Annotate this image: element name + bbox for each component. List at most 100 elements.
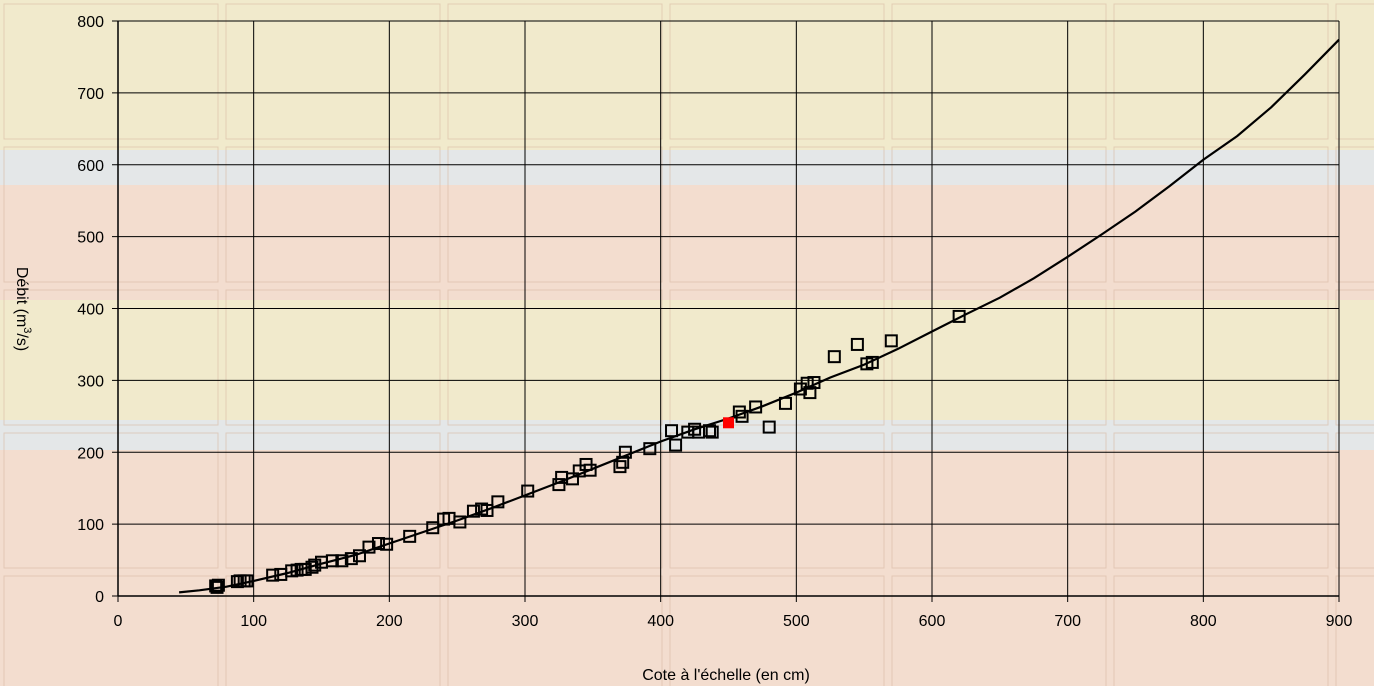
data-point	[665, 424, 679, 438]
map-tile	[3, 146, 219, 283]
map-tile	[1335, 3, 1374, 140]
x-tick-label: 900	[1326, 613, 1353, 630]
data-point	[552, 478, 566, 492]
data-point	[565, 472, 579, 486]
map-tile	[1335, 289, 1374, 426]
map-tile	[669, 575, 885, 686]
data-point	[613, 460, 627, 474]
map-tile	[225, 575, 441, 686]
data-point	[371, 537, 385, 551]
data-point	[426, 521, 440, 535]
data-point	[643, 442, 657, 456]
y-axis-label-unit: /s)	[13, 333, 30, 351]
map-tile	[447, 146, 663, 283]
data-point	[480, 503, 494, 517]
y-tick-label: 200	[77, 445, 104, 462]
map-tile	[891, 3, 1107, 140]
data-point	[453, 515, 467, 529]
data-point	[800, 376, 814, 390]
map-tile	[891, 146, 1107, 283]
x-tick-label: 200	[376, 613, 403, 630]
data-point	[380, 537, 394, 551]
data-point	[325, 554, 339, 568]
map-tile	[225, 146, 441, 283]
data-point	[266, 568, 280, 582]
x-tick-label: 400	[647, 613, 674, 630]
data-point	[466, 504, 480, 518]
data-point	[669, 438, 683, 452]
data-point	[778, 396, 792, 410]
background-band	[0, 300, 1374, 420]
map-tile	[891, 432, 1107, 569]
map-tile	[225, 289, 441, 426]
map-tile	[1113, 289, 1329, 426]
data-point	[827, 350, 841, 364]
map-tile	[891, 575, 1107, 686]
data-point	[618, 445, 632, 459]
data-point	[344, 552, 358, 566]
y-tick-label: 700	[77, 86, 104, 103]
map-tile	[891, 289, 1107, 426]
map-tile	[1113, 432, 1329, 569]
data-point	[521, 484, 535, 498]
data-point	[362, 540, 376, 554]
y-tick-label: 800	[77, 14, 104, 31]
y-tick-label: 400	[77, 302, 104, 319]
map-tile	[1335, 432, 1374, 569]
map-tile	[1113, 3, 1329, 140]
map-tile	[3, 432, 219, 569]
data-point	[210, 580, 224, 594]
data-point	[308, 558, 322, 572]
x-tick-label: 500	[783, 613, 810, 630]
data-point	[352, 549, 366, 563]
x-tick-label: 800	[1190, 613, 1217, 630]
map-tile	[669, 289, 885, 426]
y-tick-label: 0	[95, 589, 104, 606]
data-point	[850, 337, 864, 351]
highlighted-point	[723, 417, 734, 429]
y-tick-label: 600	[77, 158, 104, 175]
data-point	[298, 562, 312, 576]
x-tick-label: 600	[919, 613, 946, 630]
map-tile	[225, 432, 441, 569]
data-point	[732, 405, 746, 419]
x-tick-labels: 0 100 200 300 400 500 600 700 800 900	[114, 613, 1353, 630]
data-point	[491, 495, 505, 509]
map-tile	[447, 432, 663, 569]
data-point	[240, 574, 254, 588]
x-axis-label: Cote à l'échelle (en cm)	[642, 667, 810, 684]
y-tick-labels: 0 100 200 300 400 500 600 700 800	[77, 14, 104, 606]
x-tick-label: 700	[1054, 613, 1081, 630]
data-point	[762, 420, 776, 434]
background-band	[0, 0, 1374, 150]
y-axis-label-superscript: 3	[21, 327, 33, 333]
data-point	[211, 578, 225, 592]
data-point	[583, 463, 597, 477]
map-tile	[3, 3, 219, 140]
data-point	[688, 422, 702, 436]
map-tile	[669, 3, 885, 140]
map-tile	[447, 289, 663, 426]
map-tile	[1113, 575, 1329, 686]
data-point	[884, 334, 898, 348]
data-point	[952, 309, 966, 323]
map-tile	[1335, 575, 1374, 686]
data-point	[865, 355, 879, 369]
data-point	[705, 425, 719, 439]
background-band	[0, 185, 1374, 300]
data-point	[749, 400, 763, 414]
map-tile	[669, 146, 885, 283]
map-tile	[447, 575, 663, 686]
data-point	[807, 376, 821, 390]
y-tick-label: 100	[77, 517, 104, 534]
x-tick-label: 0	[114, 613, 123, 630]
map-tile	[225, 3, 441, 140]
y-axis-label: Débit (m3/s)	[13, 267, 33, 351]
y-tick-label: 300	[77, 373, 104, 390]
map-tile	[447, 3, 663, 140]
y-axis-label-text: Débit (m	[13, 267, 30, 327]
map-tile	[3, 289, 219, 426]
